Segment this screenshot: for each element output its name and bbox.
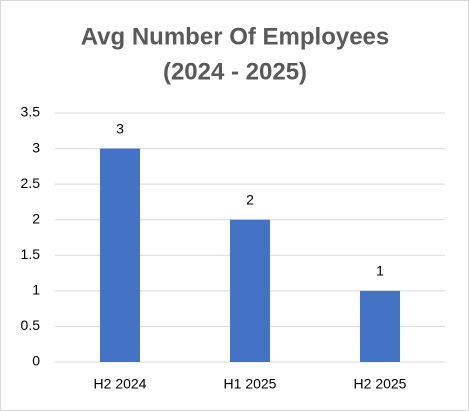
chart-title: Avg Number Of Employees: [81, 23, 390, 50]
x-tick-label: H2 2025: [354, 376, 407, 392]
y-tick-label: 1: [32, 282, 40, 298]
data-label: 3: [116, 120, 124, 136]
bar: [360, 290, 400, 362]
y-tick-label: 3.5: [21, 104, 41, 120]
x-tick-label: H1 2025: [224, 376, 277, 392]
bar: [100, 148, 140, 362]
y-tick-label: 3: [32, 139, 40, 155]
data-label: 2: [246, 191, 254, 207]
y-tick-label: 1.5: [21, 246, 41, 262]
y-tick-label: 0.5: [21, 317, 41, 333]
x-tick-label: H2 2024: [94, 376, 147, 392]
chart-title: (2024 - 2025): [163, 58, 307, 85]
y-tick-label: 2: [32, 210, 40, 226]
y-tick-label: 2.5: [21, 175, 41, 191]
bar: [230, 219, 270, 362]
y-tick-label: 0: [32, 353, 40, 369]
data-label: 1: [376, 263, 384, 279]
